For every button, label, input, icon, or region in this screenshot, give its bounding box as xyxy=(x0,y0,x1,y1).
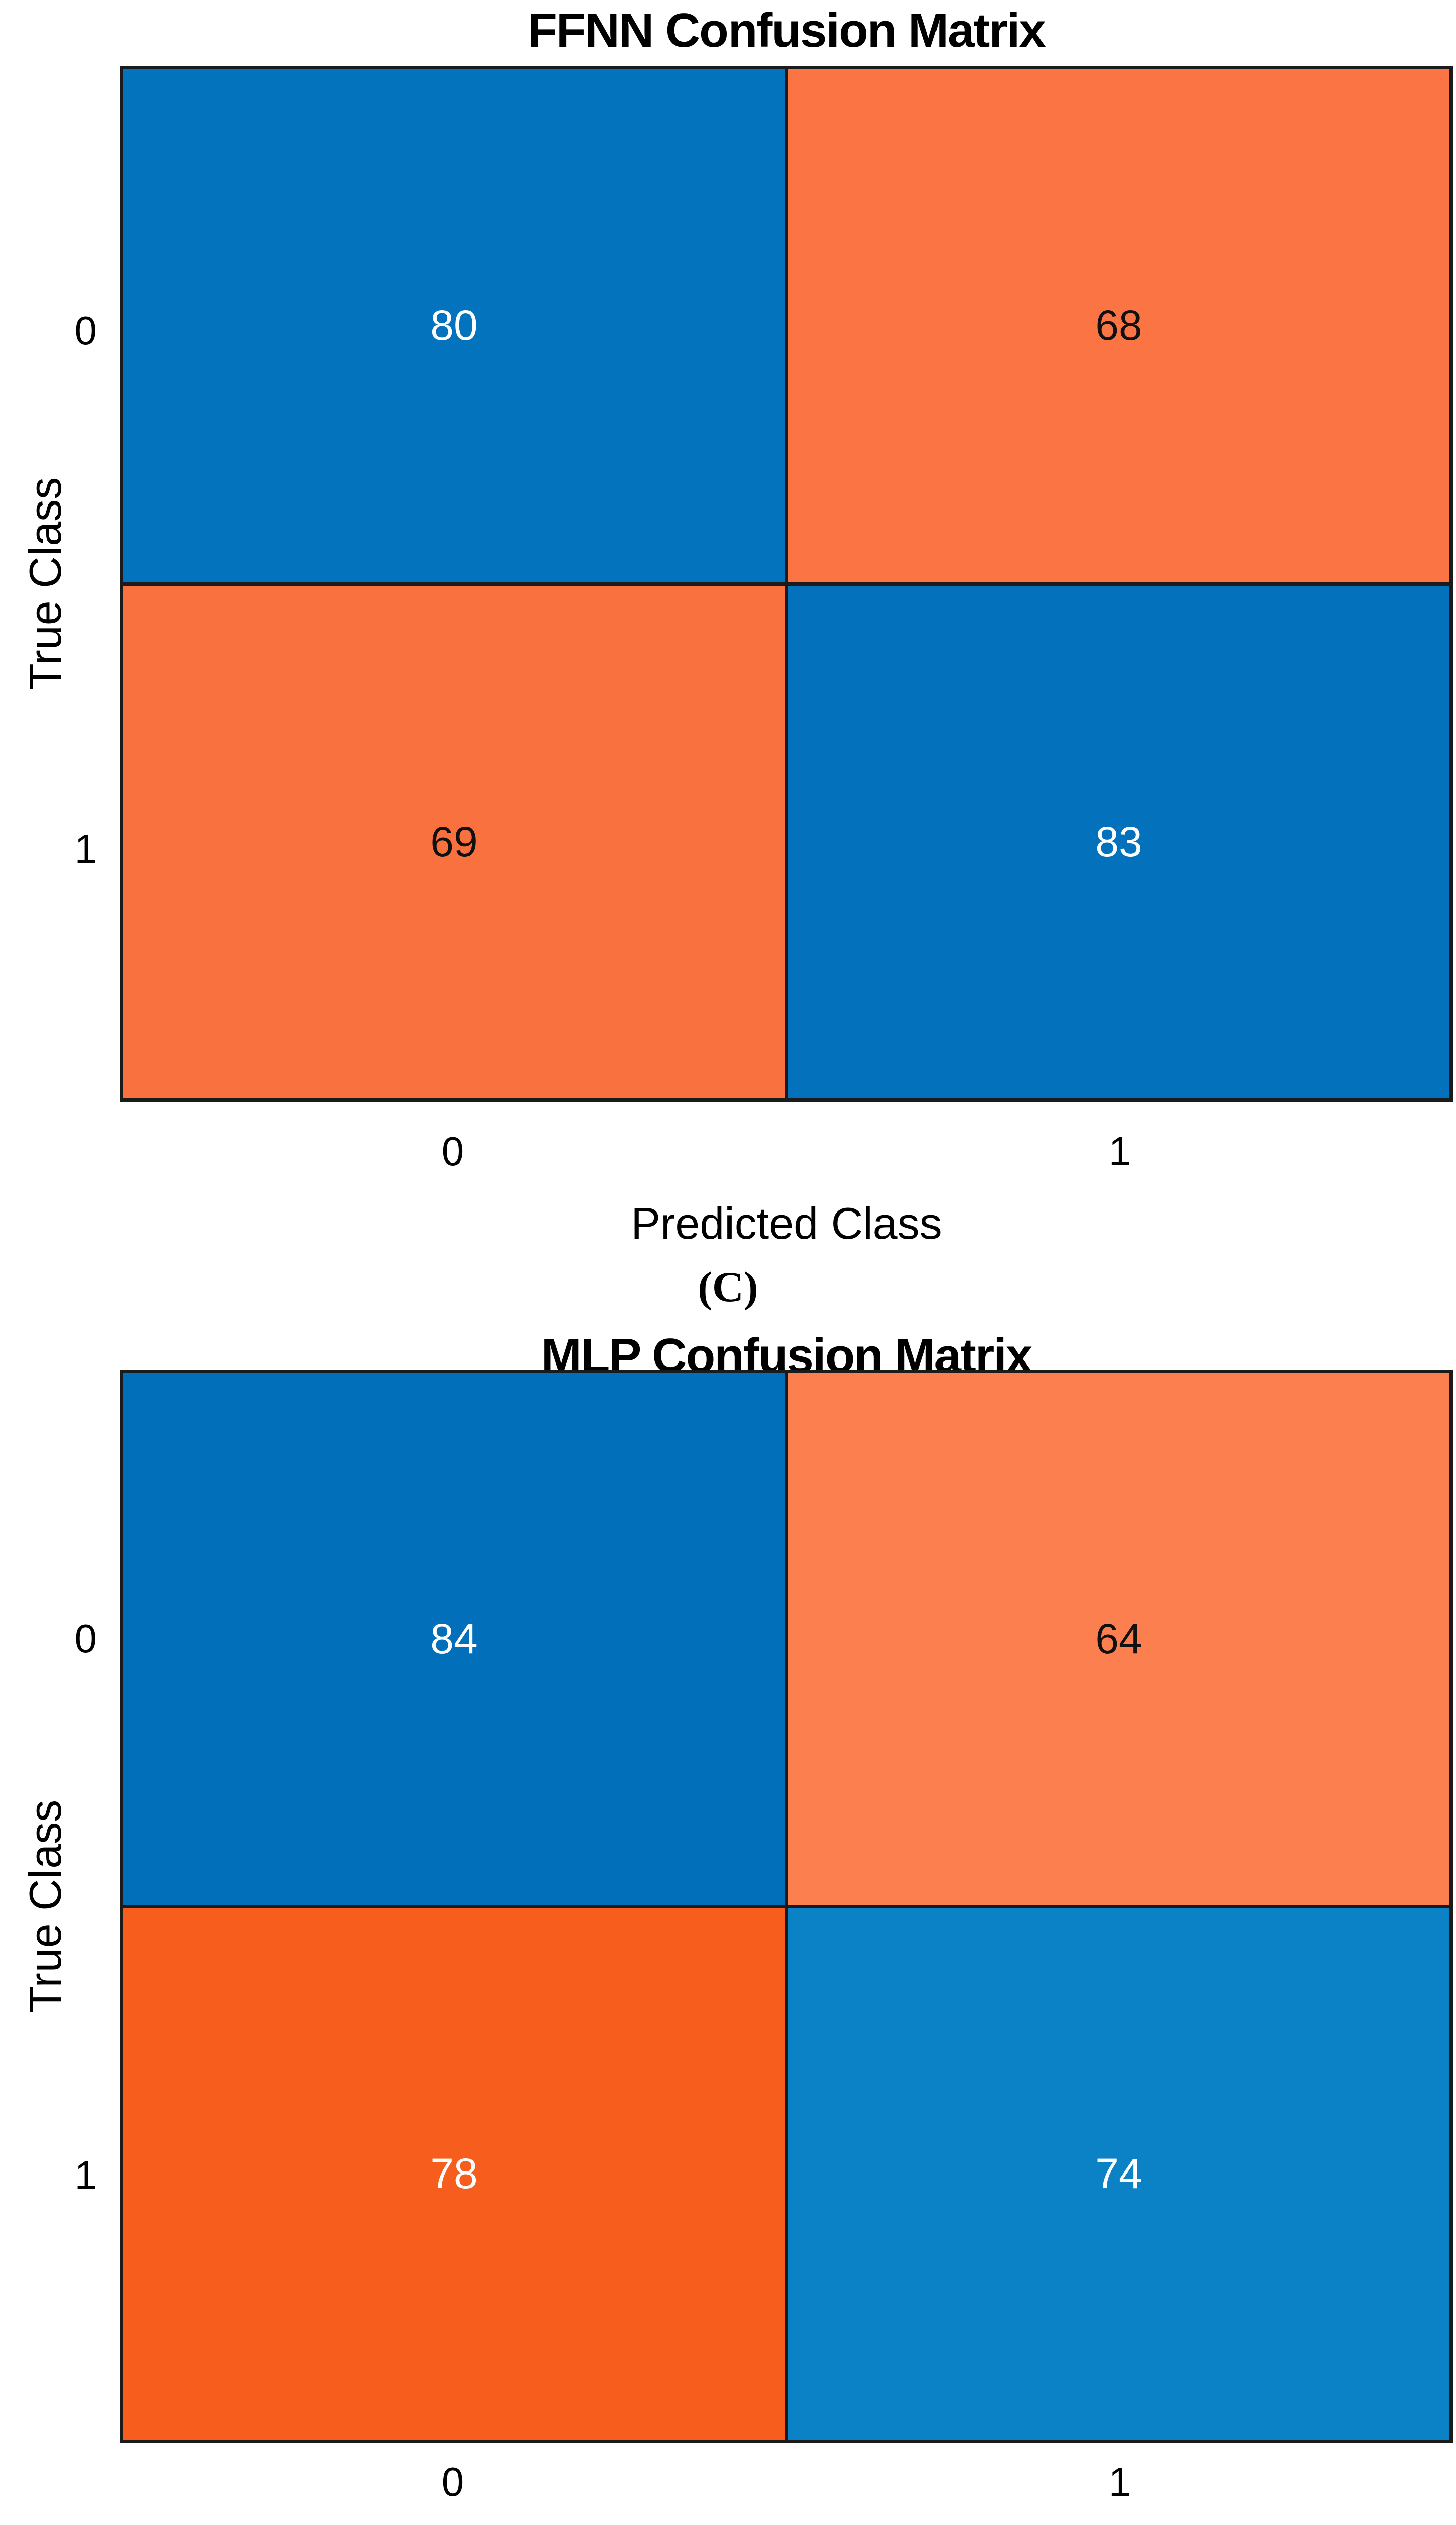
cell-value: 80 xyxy=(430,301,478,349)
y-tick-0: 0 xyxy=(74,308,97,353)
x-tick-1: 1 xyxy=(1108,1129,1131,1174)
x-axis-label: Predicted Class xyxy=(631,1198,942,1248)
cell-true0-pred1: 64 xyxy=(788,1373,1449,1905)
cell-true0-pred0: 84 xyxy=(123,1373,785,1905)
cell-value: 78 xyxy=(430,2150,478,2198)
y-axis-label: True Class xyxy=(20,1799,70,2013)
cell-true1-pred0: 69 xyxy=(123,585,785,1098)
cell-true1-pred1: 74 xyxy=(788,1908,1449,2440)
cell-value: 69 xyxy=(430,818,478,866)
cell-true1-pred0: 78 xyxy=(123,1908,785,2440)
y-tick-1: 1 xyxy=(74,826,97,871)
x-tick-0: 0 xyxy=(441,2459,464,2504)
chart-title: FFNN Confusion Matrix xyxy=(528,4,1046,58)
confusion-matrix-plot: 80 68 69 83 xyxy=(120,66,1453,1102)
cell-value: 74 xyxy=(1095,2150,1142,2198)
confusion-matrix-plot: 84 64 78 74 xyxy=(120,1370,1453,2443)
cell-value: 68 xyxy=(1095,301,1142,349)
cell-true0-pred1: 68 xyxy=(788,69,1449,582)
chart-ffnn: FFNN Confusion Matrix True Class 0 1 80 … xyxy=(20,4,1453,1311)
chart-mlp: MLP Confusion Matrix True Class 0 1 84 6… xyxy=(0,1323,1456,2525)
y-tick-0: 0 xyxy=(74,1616,97,1661)
figure-caption-c: (C) xyxy=(698,1262,758,1311)
cell-value: 83 xyxy=(1095,818,1142,866)
x-tick-1: 1 xyxy=(1108,2459,1131,2504)
cell-value: 84 xyxy=(430,1614,478,1662)
cell-value: 64 xyxy=(1095,1614,1142,1662)
y-tick-1: 1 xyxy=(74,2153,97,2198)
cell-true1-pred1: 83 xyxy=(788,585,1449,1098)
x-tick-0: 0 xyxy=(441,1129,464,1174)
y-axis-label: True Class xyxy=(20,477,70,691)
cell-true0-pred0: 80 xyxy=(123,69,785,582)
